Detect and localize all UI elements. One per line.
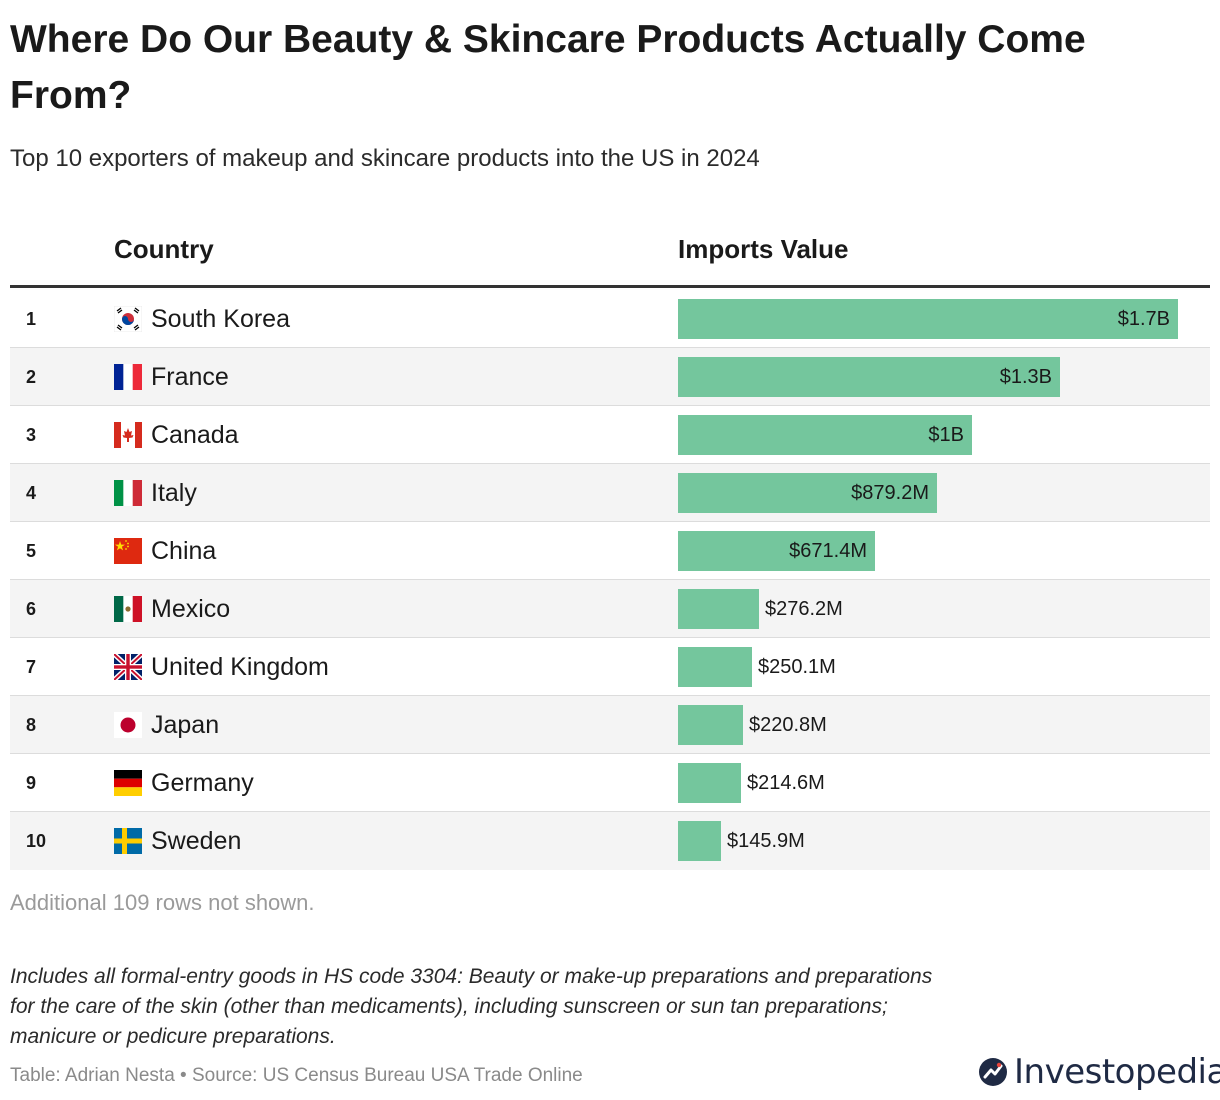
rank-number: 10 (26, 831, 47, 851)
rank-number: 7 (26, 657, 37, 677)
bar-cell: $1.3B (678, 348, 1198, 406)
country-name: United Kingdom (151, 653, 329, 681)
united-kingdom-flag-icon (114, 654, 142, 680)
bar-cell: $1.7B (678, 290, 1198, 348)
china-flag-icon (114, 538, 142, 564)
imports-value-label: $671.4M (789, 540, 867, 562)
country-name: Japan (151, 711, 220, 739)
japan-flag-icon (114, 712, 142, 738)
country-name: Germany (151, 769, 254, 797)
table-row: 5 China $671.4M (10, 522, 1210, 580)
imports-value-bar (678, 821, 721, 861)
footnote: Includes all formal-entry goods in HS co… (10, 965, 933, 1048)
bar-cell: $220.8M (678, 696, 1198, 754)
table-row: 10 Sweden $145.9M (10, 812, 1210, 870)
canada-flag-icon (114, 422, 142, 448)
imports-value-bar (678, 299, 1178, 339)
bar-cell: $671.4M (678, 522, 1198, 580)
imports-value-label: $1.7B (1117, 308, 1170, 330)
mexico-flag-icon (114, 596, 142, 622)
italy-flag-icon (114, 480, 142, 506)
rank-number: 1 (26, 309, 37, 329)
imports-value-label: $1.3B (999, 366, 1052, 388)
imports-value-label: $250.1M (758, 656, 836, 678)
imports-value-bar (678, 763, 741, 803)
more-rows-note: Additional 109 rows not shown. (10, 890, 315, 915)
rank-number: 6 (26, 599, 37, 619)
table-row: 3 Canada $1B (10, 406, 1210, 464)
rank-number: 3 (26, 425, 37, 445)
column-header-imports-value: Imports Value (678, 234, 849, 264)
table-row: 4 Italy $879.2M (10, 464, 1210, 522)
south-korea-flag-icon (114, 306, 142, 332)
rank-number: 2 (26, 367, 37, 387)
imports-value-bar (678, 415, 972, 455)
bar-cell: $879.2M (678, 464, 1198, 522)
germany-flag-icon (114, 770, 142, 796)
sweden-flag-icon (114, 828, 142, 854)
chart-subtitle: Top 10 exporters of makeup and skincare … (10, 145, 760, 172)
imports-value-bar (678, 589, 759, 629)
france-flag-icon (114, 364, 142, 390)
table-row: 9 Germany $214.6M (10, 754, 1210, 812)
rank-number: 8 (26, 715, 37, 735)
table-row: 7 United Kingdom $250.1M (10, 638, 1210, 696)
table-row: 1 South Korea $1.7B (10, 290, 1210, 348)
country-name: France (151, 363, 229, 391)
column-header-country: Country (114, 234, 214, 264)
bar-cell: $145.9M (678, 812, 1198, 870)
table-body: 1 South Korea $1.7B 2 France $1.3B 3 Canada $1B 4… (10, 290, 1210, 870)
imports-value-bar (678, 705, 743, 745)
country-name: Italy (151, 479, 197, 507)
logo-text: Investopedia (1014, 1052, 1220, 1092)
imports-value-label: $879.2M (851, 482, 929, 504)
rank-number: 5 (26, 541, 37, 561)
imports-value-label: $276.2M (765, 598, 843, 620)
country-name: Canada (151, 421, 239, 449)
bar-cell: $276.2M (678, 580, 1198, 638)
table-row: 2 France $1.3B (10, 348, 1210, 406)
rank-number: 4 (26, 483, 37, 503)
country-name: China (151, 537, 217, 565)
bar-cell: $1B (678, 406, 1198, 464)
imports-value-label: $214.6M (747, 772, 825, 794)
investopedia-logo: Investopedia (978, 1050, 1220, 1094)
country-name: South Korea (151, 305, 290, 333)
table-row: 6 Mexico $276.2M (10, 580, 1210, 638)
bar-cell: $250.1M (678, 638, 1198, 696)
rank-number: 9 (26, 773, 37, 793)
table-header: Country Imports Value (10, 228, 1210, 288)
source-credit: Table: Adrian Nesta • Source: US Census … (10, 1065, 583, 1086)
country-name: Mexico (151, 595, 231, 623)
imports-value-label: $145.9M (727, 830, 805, 852)
imports-value-bar (678, 647, 752, 687)
imports-value-bar (678, 357, 1060, 397)
imports-value-label: $1B (928, 424, 964, 446)
table-row: 8 Japan $220.8M (10, 696, 1210, 754)
investopedia-logo-icon (979, 1058, 1007, 1086)
imports-value-label: $220.8M (749, 714, 827, 736)
chart-title: Where Do Our Beauty & Skincare Products … (10, 18, 1086, 117)
country-name: Sweden (151, 827, 242, 855)
bar-cell: $214.6M (678, 754, 1198, 812)
imports-value-bar (678, 531, 875, 571)
imports-value-bar (678, 473, 937, 513)
